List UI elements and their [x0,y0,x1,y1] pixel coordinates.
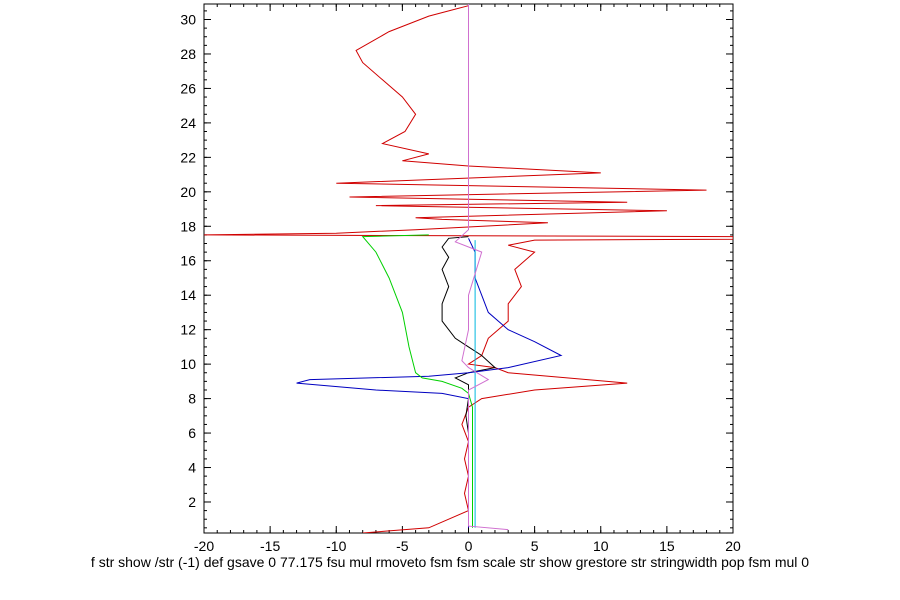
series-line-1 [204,5,733,533]
y-tick-label: 26 [180,80,196,96]
y-tick-label: 2 [188,494,196,510]
y-tick-label: 14 [180,287,196,303]
x-tick-label: -15 [260,538,280,554]
x-tick-label: -20 [194,538,214,554]
x-tick-label: 0 [465,538,473,554]
y-tick-label: 30 [180,12,196,28]
y-tick-label: 22 [180,149,196,165]
y-tick-label: 12 [180,322,196,338]
y-tick-label: 8 [188,391,196,407]
y-tick-label: 16 [180,253,196,269]
x-tick-label: 15 [659,538,675,554]
chart-caption: f str show /str (-1) def gsave 0 77.175 … [91,554,809,570]
x-tick-label: -5 [396,538,409,554]
y-tick-label: 24 [180,115,196,131]
y-tick-label: 4 [188,460,196,476]
y-tick-label: 28 [180,46,196,62]
series-line-4 [361,234,473,528]
x-tick-label: -10 [326,538,346,554]
x-tick-label: 10 [593,538,609,554]
y-tick-label: 6 [188,425,196,441]
y-tick-label: 10 [180,356,196,372]
x-axis: -20 -15 -10 -5 0 5 10 15 20 [194,4,741,554]
y-tick-label: 20 [180,184,196,200]
series-layer [204,4,733,533]
x-tick-label: 20 [725,538,741,554]
y-tick-label: 18 [180,218,196,234]
series-line-6 [454,4,509,531]
x-tick-label: 5 [531,538,539,554]
